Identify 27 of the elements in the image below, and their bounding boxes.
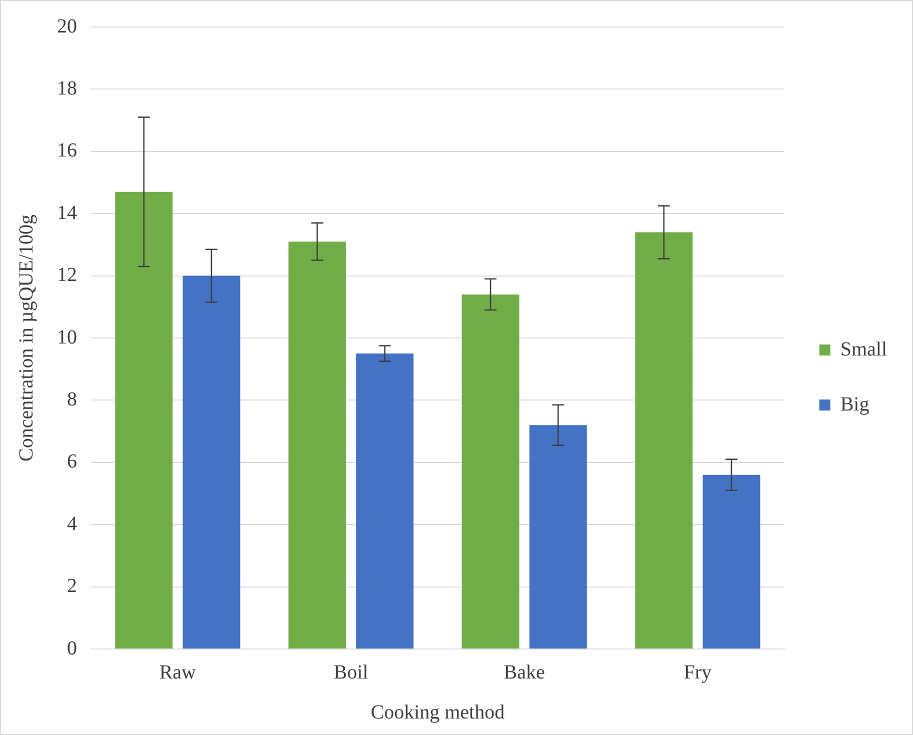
- bar: [635, 232, 693, 648]
- bar: [702, 474, 760, 648]
- x-axis-title: Cooking method: [370, 701, 505, 724]
- legend-label: Big: [840, 393, 870, 416]
- y-tick-label: 4: [67, 512, 77, 535]
- bar: [182, 276, 240, 648]
- y-tick-label: 0: [67, 637, 77, 660]
- legend-label: Small: [840, 338, 888, 360]
- bar: [529, 425, 587, 648]
- y-tick-label: 2: [67, 575, 77, 598]
- bar: [115, 192, 173, 648]
- x-tick-label: Raw: [159, 661, 197, 684]
- y-tick-label: 16: [57, 140, 77, 162]
- x-tick-label: Bake: [504, 661, 545, 684]
- x-tick-label: Fry: [684, 661, 712, 684]
- y-tick-label: 10: [57, 326, 77, 348]
- y-tick-label: 14: [57, 202, 77, 224]
- y-tick-label: 20: [57, 15, 77, 38]
- bar: [462, 294, 520, 648]
- x-tick-label: Boil: [334, 661, 369, 684]
- y-axis-title: Concentration in µgQUE/100g: [15, 214, 38, 462]
- y-tick-label: 6: [67, 450, 77, 473]
- bar: [288, 242, 346, 648]
- y-tick-label: 18: [57, 77, 77, 100]
- y-tick-label: 12: [57, 264, 77, 286]
- y-tick-label: 8: [67, 388, 77, 410]
- bar: [356, 354, 414, 648]
